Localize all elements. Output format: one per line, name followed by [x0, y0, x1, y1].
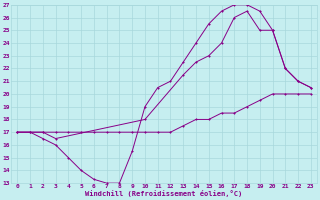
X-axis label: Windchill (Refroidissement éolien,°C): Windchill (Refroidissement éolien,°C) [85, 190, 243, 197]
